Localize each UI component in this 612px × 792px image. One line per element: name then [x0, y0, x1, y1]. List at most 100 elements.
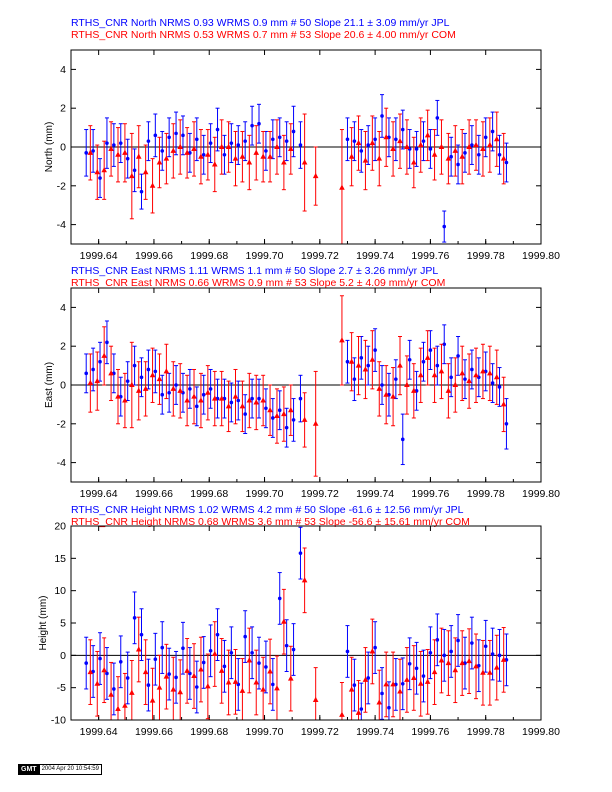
height-x-tick-label: 1999.64 [80, 726, 118, 738]
height-x-tick-label: 1999.68 [190, 726, 228, 738]
east-com-point [170, 385, 177, 391]
north-com-point [348, 153, 355, 159]
height-jpl-point [373, 645, 377, 650]
north-jpl-point [449, 154, 453, 159]
height-com-point [445, 659, 452, 666]
east-jpl-point [345, 359, 350, 364]
east-com-point [281, 410, 287, 417]
height-com-point [500, 656, 507, 662]
height-jpl-point [298, 551, 303, 555]
height-jpl-point [257, 661, 261, 665]
east-com-point [239, 403, 246, 409]
height-jpl-point [153, 657, 158, 662]
height-com-point [239, 687, 246, 693]
height-jpl-point [146, 683, 151, 687]
north-com-point [376, 155, 383, 161]
east-com-point [445, 387, 452, 393]
north-jpl-point [153, 133, 158, 138]
east-jpl-point [250, 396, 254, 401]
north-com-point [94, 169, 101, 175]
east-title-com: RTHS_CNR East NRMS 0.66 WRMS 0.9 mm # 53… [71, 277, 445, 289]
north-y-tick-label: 0 [60, 142, 66, 154]
east-jpl-point [352, 377, 357, 381]
height-com-point [149, 697, 156, 703]
east-jpl-point [153, 369, 158, 374]
height-x-tick-label: 1999.74 [356, 726, 394, 738]
north-plot-frame [70, 49, 542, 245]
north-jpl-point [222, 152, 227, 157]
north-x-tick-label: 1999.66 [135, 250, 173, 262]
height-jpl-point [380, 691, 384, 696]
height-y-tick-label: -5 [57, 682, 66, 694]
height-com-point [487, 669, 493, 675]
height-x-tick-label: 1999.70 [246, 726, 284, 738]
height-jpl-point [284, 643, 289, 648]
east-x-tick-label: 1999.74 [356, 488, 394, 500]
height-jpl-point [105, 671, 109, 676]
east-com-point [101, 352, 107, 358]
height-plot-area: 1999.64 1999.66 1999.68 1999.70 1999.72 1999.… [51, 521, 560, 739]
north-jpl-point [352, 139, 357, 143]
height-com-point [473, 663, 479, 669]
height-com-point [397, 688, 403, 694]
height-jpl-point [201, 660, 206, 665]
height-jpl-point [84, 661, 89, 665]
north-jpl-point [174, 131, 178, 136]
east-x-tick-label: 1999.76 [411, 488, 449, 500]
east-jpl-point [84, 371, 89, 376]
north-com-point [424, 132, 431, 138]
north-panel: RTHS_CNR North NRMS 0.93 WRMS 0.9 mm # 5… [44, 17, 560, 262]
east-com-point [390, 393, 396, 399]
east-jpl-point [373, 348, 377, 352]
north-com-point [480, 145, 486, 151]
east-jpl-point [428, 348, 433, 352]
east-com-point [87, 379, 94, 386]
north-com-point [177, 143, 184, 149]
east-jpl-point [167, 390, 171, 395]
height-x-tick-label: 1999.80 [522, 726, 560, 738]
east-com-point [431, 372, 438, 378]
north-x-tick-label: 1999.70 [246, 250, 284, 262]
east-jpl-point [359, 356, 364, 360]
north-x-tick-label: 1999.80 [522, 250, 560, 262]
east-com-point [211, 395, 218, 401]
north-jpl-point [345, 137, 350, 142]
height-com-point [225, 679, 232, 685]
east-jpl-point [449, 375, 453, 380]
north-com-point [211, 161, 218, 167]
height-jpl-point [181, 646, 185, 651]
height-x-tick-label: 1999.76 [411, 726, 449, 738]
east-com-point [312, 420, 319, 426]
north-com-point [170, 147, 177, 153]
east-com-point [177, 387, 184, 393]
east-com-point [397, 362, 403, 368]
east-jpl-point [291, 418, 296, 422]
height-title-com: RTHS_CNR Height NRMS 0.68 WRMS 3.6 mm # … [71, 516, 470, 528]
north-com-point [184, 149, 190, 155]
height-com-point [94, 680, 101, 686]
height-jpl-point [352, 683, 357, 687]
height-jpl-point [277, 596, 282, 601]
north-y-axis-label: North (mm) [44, 122, 55, 173]
east-jpl-point [160, 392, 165, 397]
north-jpl-point [160, 149, 165, 153]
gmt-timestamp-stamp: GMT 2004 Apr 20 10:54:59 [18, 764, 102, 775]
east-jpl-point [91, 367, 95, 372]
east-jpl-point [174, 383, 178, 387]
east-jpl-point [139, 375, 144, 380]
north-com-point [115, 151, 121, 157]
east-com-point [135, 387, 142, 393]
height-com-point [101, 667, 107, 673]
east-com-point [493, 374, 500, 380]
north-jpl-point [456, 162, 460, 167]
height-com-point [274, 685, 280, 691]
east-com-point [473, 372, 479, 378]
height-y-tick-label: -10 [51, 715, 66, 727]
north-jpl-point [98, 176, 102, 180]
north-jpl-point [359, 149, 364, 153]
north-com-point [500, 155, 507, 161]
east-com-point [355, 362, 362, 368]
east-com-point [225, 403, 232, 409]
east-jpl-point [264, 406, 268, 411]
height-plot-frame [70, 525, 542, 721]
